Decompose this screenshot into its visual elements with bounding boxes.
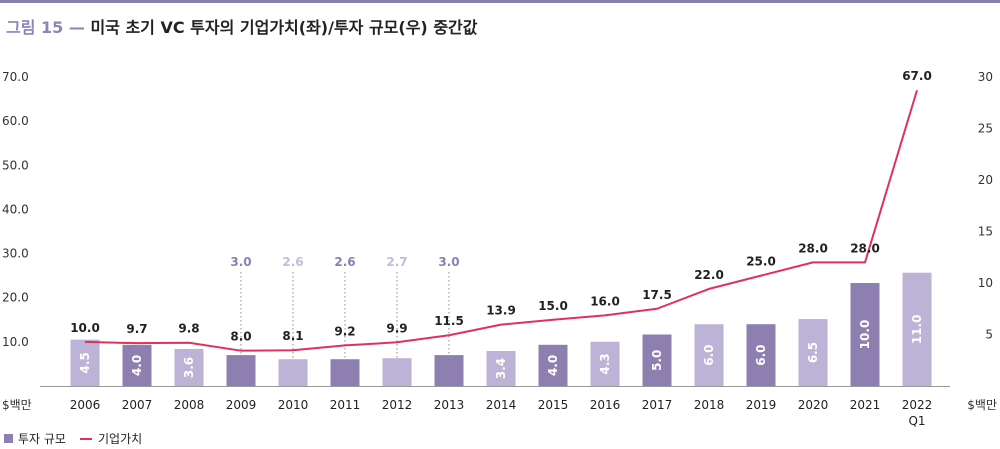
- line-value-label: 8.1: [282, 329, 303, 343]
- bar-2018: [694, 324, 724, 386]
- x-tick-label: 2011: [330, 398, 361, 412]
- bar-2007: [122, 344, 152, 386]
- y-left-tick-label: 10.0: [2, 335, 29, 349]
- legend-line-label: 기업가치: [97, 432, 143, 446]
- line-value-label: 9.7: [126, 322, 147, 336]
- line-value-label: 67.0: [902, 69, 932, 83]
- bar-value-label: 3.0: [230, 255, 251, 269]
- y-right-tick-label: 30: [978, 70, 993, 84]
- y-left-unit-label: $백만: [2, 398, 32, 412]
- figure-title-text: 미국 초기 VC 투자의 기업가치(좌)/투자 규모(우) 중간값: [90, 18, 478, 37]
- bar-value-label: 10.0: [858, 320, 872, 350]
- bar-2011: [330, 359, 360, 386]
- x-tick-label: 2020: [798, 398, 829, 412]
- bar-2013: [434, 355, 464, 386]
- x-tick-label: 2022: [902, 398, 933, 412]
- line-value-label: 11.5: [434, 314, 464, 328]
- x-tick-label: 2014: [486, 398, 517, 412]
- bar-value-label: 6.0: [754, 344, 768, 365]
- x-tick-sublabel: Q1: [908, 414, 925, 428]
- bar-value-label: 4.0: [130, 355, 144, 376]
- bar-2019: [746, 324, 776, 386]
- legend: 투자 규모 기업가치: [4, 430, 142, 447]
- bar-2017: [642, 334, 672, 386]
- legend-bar-swatch: [4, 434, 13, 443]
- y-left-tick-label: 70.0: [2, 70, 29, 84]
- bar-value-label: 6.0: [702, 344, 716, 365]
- line-value-label: 9.9: [386, 321, 407, 335]
- bar-value-label: 5.0: [650, 350, 664, 371]
- bar-2016: [590, 341, 620, 386]
- line-value-label: 17.5: [642, 288, 672, 302]
- y-right-tick-label: 10: [978, 276, 993, 290]
- bar-value-label: 4.5: [78, 352, 92, 373]
- bar-2022: [902, 272, 932, 386]
- legend-bar-label: 투자 규모: [18, 432, 66, 446]
- x-tick-label: 2009: [226, 398, 257, 412]
- bar-2008: [174, 348, 204, 386]
- line-value-label: 28.0: [850, 241, 880, 255]
- bar-value-label: 2.6: [282, 255, 303, 269]
- x-tick-label: 2008: [174, 398, 205, 412]
- y-left-tick-label: 20.0: [2, 291, 29, 305]
- y-right-tick-label: 15: [978, 225, 993, 239]
- bar-value-label: 4.3: [598, 353, 612, 374]
- bar-value-label: 3.4: [494, 358, 508, 379]
- x-tick-label: 2012: [382, 398, 413, 412]
- enterprise-value-line: [84, 89, 918, 352]
- x-tick-label: 2013: [434, 398, 465, 412]
- x-tick-label: 2010: [278, 398, 309, 412]
- x-tick-label: 2021: [850, 398, 881, 412]
- line-value-label: 13.9: [486, 304, 516, 318]
- line-value-label: 16.0: [590, 294, 620, 308]
- legend-line-swatch: [79, 437, 92, 440]
- bar-value-label: 3.0: [438, 255, 459, 269]
- x-tick-label: 2019: [746, 398, 777, 412]
- y-right-tick-label: 5: [985, 328, 993, 342]
- bar-2014: [486, 350, 516, 386]
- bar-2009: [226, 355, 256, 386]
- line-value-label: 25.0: [746, 255, 776, 269]
- figure-title: 그림 15 — 미국 초기 VC 투자의 기업가치(좌)/투자 규모(우) 중간…: [6, 14, 477, 38]
- x-tick-label: 2017: [642, 398, 673, 412]
- bar-2015: [538, 344, 568, 386]
- bar-2021: [850, 283, 880, 386]
- bar-value-label: 6.5: [806, 342, 820, 363]
- line-value-label: 28.0: [798, 241, 828, 255]
- line-value-label: 10.0: [70, 321, 100, 335]
- bar-value-label: 2.7: [386, 255, 407, 269]
- y-right-tick-label: 20: [978, 173, 993, 187]
- line-value-label: 9.2: [334, 324, 355, 338]
- y-left-tick-label: 30.0: [2, 247, 29, 261]
- line-value-label: 8.0: [230, 330, 251, 344]
- y-right-unit-label: $백만: [967, 398, 997, 412]
- x-tick-label: 2015: [538, 398, 569, 412]
- y-left-tick-label: 50.0: [2, 158, 29, 172]
- x-tick-label: 2007: [122, 398, 153, 412]
- y-right-tick-label: 25: [978, 122, 993, 136]
- x-tick-label: 2016: [590, 398, 621, 412]
- top-rule: [0, 0, 1000, 3]
- x-tick-label: 2018: [694, 398, 725, 412]
- bar-value-label: 11.0: [910, 315, 924, 345]
- bar-2020: [798, 319, 828, 386]
- line-value-label: 15.0: [538, 299, 568, 313]
- y-left-tick-label: 60.0: [2, 114, 29, 128]
- bar-value-label: 2.6: [334, 255, 355, 269]
- line-value-label: 22.0: [694, 268, 724, 282]
- bar-value-label: 3.6: [182, 357, 196, 378]
- x-tick-label: 2006: [70, 398, 101, 412]
- title-dash: —: [68, 18, 85, 37]
- line-value-label: 9.8: [178, 322, 199, 336]
- bar-2006: [70, 339, 100, 386]
- bar-2010: [278, 359, 308, 386]
- bar-2012: [382, 358, 412, 386]
- figure-number: 그림 15: [6, 18, 64, 37]
- y-left-tick-label: 40.0: [2, 202, 29, 216]
- bar-value-label: 4.0: [546, 355, 560, 376]
